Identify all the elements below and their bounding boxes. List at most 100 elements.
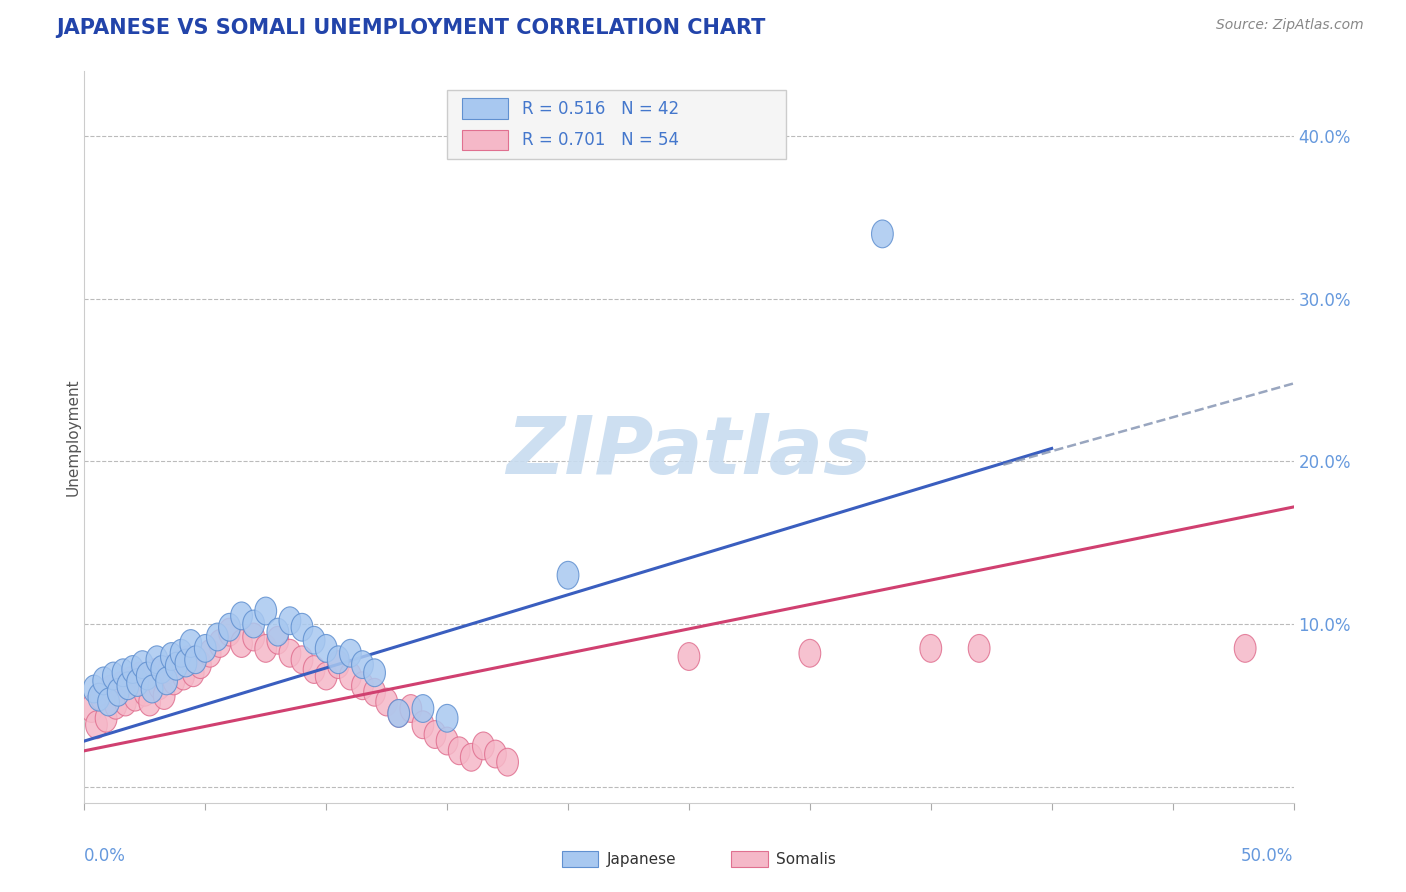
FancyBboxPatch shape <box>447 90 786 159</box>
Ellipse shape <box>127 669 149 697</box>
Ellipse shape <box>157 656 180 683</box>
Ellipse shape <box>278 607 301 634</box>
Ellipse shape <box>122 656 143 683</box>
Ellipse shape <box>254 634 277 662</box>
Ellipse shape <box>117 672 139 699</box>
Ellipse shape <box>80 695 103 723</box>
Ellipse shape <box>799 640 821 667</box>
Ellipse shape <box>969 634 990 662</box>
Text: JAPANESE VS SOMALI UNEMPLOYMENT CORRELATION CHART: JAPANESE VS SOMALI UNEMPLOYMENT CORRELAT… <box>56 18 766 37</box>
Ellipse shape <box>153 681 176 709</box>
Ellipse shape <box>150 656 173 683</box>
Ellipse shape <box>107 679 129 706</box>
Ellipse shape <box>166 652 187 681</box>
Ellipse shape <box>218 614 240 641</box>
Ellipse shape <box>267 626 288 654</box>
Ellipse shape <box>120 667 141 695</box>
Text: Somalis: Somalis <box>776 852 837 867</box>
Ellipse shape <box>557 561 579 589</box>
Ellipse shape <box>388 699 409 727</box>
Ellipse shape <box>460 743 482 772</box>
Text: ZIPatlas: ZIPatlas <box>506 413 872 491</box>
Ellipse shape <box>412 711 434 739</box>
Ellipse shape <box>129 662 150 690</box>
Ellipse shape <box>90 683 112 711</box>
Ellipse shape <box>678 642 700 671</box>
Ellipse shape <box>163 667 184 695</box>
Ellipse shape <box>231 602 253 630</box>
Ellipse shape <box>139 688 160 716</box>
Ellipse shape <box>100 675 122 703</box>
Ellipse shape <box>184 646 207 673</box>
Ellipse shape <box>167 651 190 679</box>
Ellipse shape <box>83 675 105 703</box>
Ellipse shape <box>160 642 183 671</box>
Ellipse shape <box>328 651 349 679</box>
Ellipse shape <box>315 662 337 690</box>
Ellipse shape <box>190 651 211 679</box>
Ellipse shape <box>110 672 132 699</box>
Ellipse shape <box>375 688 398 716</box>
Ellipse shape <box>132 651 153 679</box>
Ellipse shape <box>920 634 942 662</box>
Ellipse shape <box>364 659 385 687</box>
Bar <box>562 851 599 867</box>
Ellipse shape <box>180 630 201 657</box>
Ellipse shape <box>291 646 314 673</box>
Ellipse shape <box>141 675 163 703</box>
Ellipse shape <box>412 695 434 723</box>
Ellipse shape <box>436 705 458 732</box>
Ellipse shape <box>136 662 157 690</box>
Ellipse shape <box>105 691 127 719</box>
Ellipse shape <box>115 688 136 716</box>
Ellipse shape <box>436 727 458 755</box>
Ellipse shape <box>86 711 107 739</box>
Ellipse shape <box>872 220 893 248</box>
Bar <box>731 851 768 867</box>
Ellipse shape <box>156 667 177 695</box>
Ellipse shape <box>496 748 519 776</box>
Ellipse shape <box>304 626 325 654</box>
Ellipse shape <box>339 662 361 690</box>
Text: 0.0%: 0.0% <box>84 847 127 864</box>
Ellipse shape <box>149 672 170 699</box>
Ellipse shape <box>200 640 221 667</box>
Ellipse shape <box>207 624 228 651</box>
Ellipse shape <box>352 672 374 699</box>
Ellipse shape <box>89 683 110 711</box>
Ellipse shape <box>449 737 470 764</box>
Text: Japanese: Japanese <box>607 852 676 867</box>
Ellipse shape <box>388 699 409 727</box>
Ellipse shape <box>425 721 446 748</box>
Ellipse shape <box>218 618 240 646</box>
Ellipse shape <box>112 659 134 687</box>
Ellipse shape <box>231 630 253 657</box>
Ellipse shape <box>97 688 120 716</box>
Ellipse shape <box>399 695 422 723</box>
Ellipse shape <box>364 679 385 706</box>
Ellipse shape <box>93 667 115 695</box>
Bar <box>461 98 508 119</box>
Ellipse shape <box>173 662 194 690</box>
Ellipse shape <box>146 646 167 673</box>
Ellipse shape <box>339 640 361 667</box>
Ellipse shape <box>103 662 124 690</box>
Ellipse shape <box>170 640 193 667</box>
Ellipse shape <box>485 740 506 768</box>
Ellipse shape <box>267 618 288 646</box>
Ellipse shape <box>177 646 200 673</box>
Ellipse shape <box>278 640 301 667</box>
Text: R = 0.516   N = 42: R = 0.516 N = 42 <box>522 100 679 118</box>
Ellipse shape <box>134 679 156 706</box>
Ellipse shape <box>304 656 325 683</box>
Text: 50.0%: 50.0% <box>1241 847 1294 864</box>
Text: R = 0.701   N = 54: R = 0.701 N = 54 <box>522 131 679 149</box>
Ellipse shape <box>291 614 314 641</box>
Ellipse shape <box>176 649 197 677</box>
Ellipse shape <box>352 651 374 679</box>
Ellipse shape <box>143 659 166 687</box>
Y-axis label: Unemployment: Unemployment <box>66 378 80 496</box>
Ellipse shape <box>328 646 349 673</box>
Ellipse shape <box>194 634 217 662</box>
Text: Source: ZipAtlas.com: Source: ZipAtlas.com <box>1216 18 1364 32</box>
